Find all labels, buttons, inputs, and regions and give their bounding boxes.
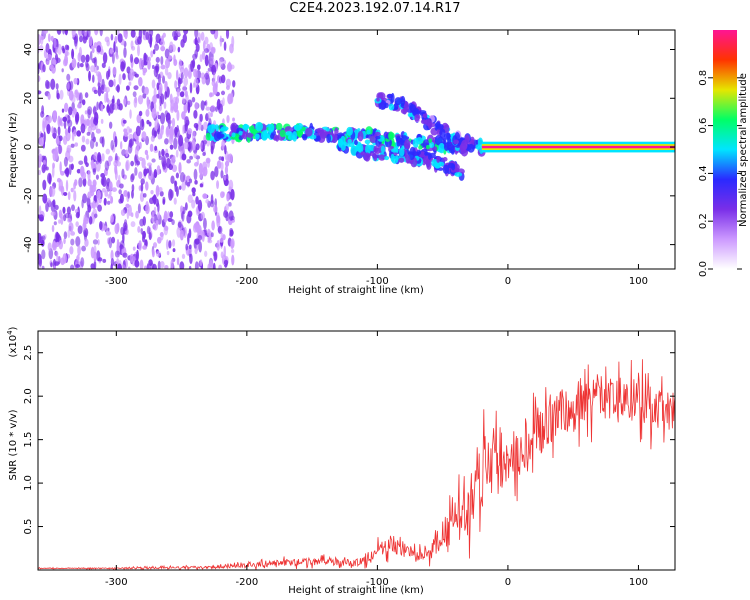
- colorbar: 0.0 0.2 0.4 0.6 0.8: [698, 30, 742, 277]
- snr-y-multiplier-base: (x10: [8, 335, 19, 358]
- snr-chart: -300 -200 -100 0 100 0.5 1.0 1.5 2.0 2.5 Height o…: [6, 326, 676, 596]
- chart-title: C2E4.2023.192.07.14.R17: [289, 1, 461, 16]
- x-tick-label: -200: [236, 577, 259, 588]
- x-tick-label: 100: [629, 276, 648, 287]
- y-tick-label: -40: [23, 236, 34, 252]
- colorbar-tick-label: 0.6: [698, 118, 709, 134]
- y-tick-label: 2.0: [23, 388, 34, 404]
- snr-y-multiplier-suffix: ): [8, 326, 19, 330]
- colorbar-gradient: [713, 30, 737, 269]
- snr-y-axis-label: SNR (10 * v/v): [8, 409, 19, 480]
- spectrogram-frame: [37, 29, 676, 270]
- spectrogram-y-axis-label: Frequency (Hz): [8, 112, 19, 188]
- y-tick-label: 0: [23, 144, 34, 150]
- y-tick-label: 1.5: [23, 432, 34, 448]
- y-tick-label: 2.5: [23, 345, 34, 361]
- spectrogram-plot-area: [38, 30, 675, 269]
- x-tick-label: -100: [366, 577, 389, 588]
- colorbar-tick-label: 0.0: [698, 261, 709, 277]
- snr-y-multiplier: (x104): [6, 326, 19, 357]
- y-tick-label: 20: [23, 92, 34, 105]
- x-tick-label: -300: [105, 577, 128, 588]
- colorbar-label: Normalized spectral amplitude: [738, 73, 749, 227]
- colorbar-tick-label: 0.2: [698, 213, 709, 229]
- spectrogram-x-axis-label: Height of straight line (km): [288, 285, 424, 296]
- x-tick-label: -300: [105, 276, 128, 287]
- y-tick-label: 1.0: [23, 475, 34, 491]
- colorbar-tick-label: 0.4: [698, 165, 709, 181]
- x-tick-label: 0: [505, 577, 511, 588]
- x-tick-label: -200: [236, 276, 259, 287]
- snr-x-axis-label: Height of straight line (km): [288, 585, 424, 596]
- snr-axes: -300 -200 -100 0 100 0.5 1.0 1.5 2.0 2.5: [23, 330, 676, 588]
- x-tick-label: -100: [366, 276, 389, 287]
- snr-plot-area: [38, 359, 675, 570]
- x-tick-label: 100: [629, 577, 648, 588]
- x-tick-label: 0: [505, 276, 511, 287]
- snr-series-line: [38, 359, 675, 570]
- snr-y-multiplier-exponent: 4: [6, 330, 14, 335]
- colorbar-tick-label: 0.8: [698, 70, 709, 86]
- snr-frame: [37, 330, 676, 571]
- y-tick-label: -20: [23, 188, 34, 204]
- spectrogram-blobs: [38, 30, 675, 269]
- y-tick-label: 40: [23, 43, 34, 56]
- y-tick-label: 0.5: [23, 519, 34, 535]
